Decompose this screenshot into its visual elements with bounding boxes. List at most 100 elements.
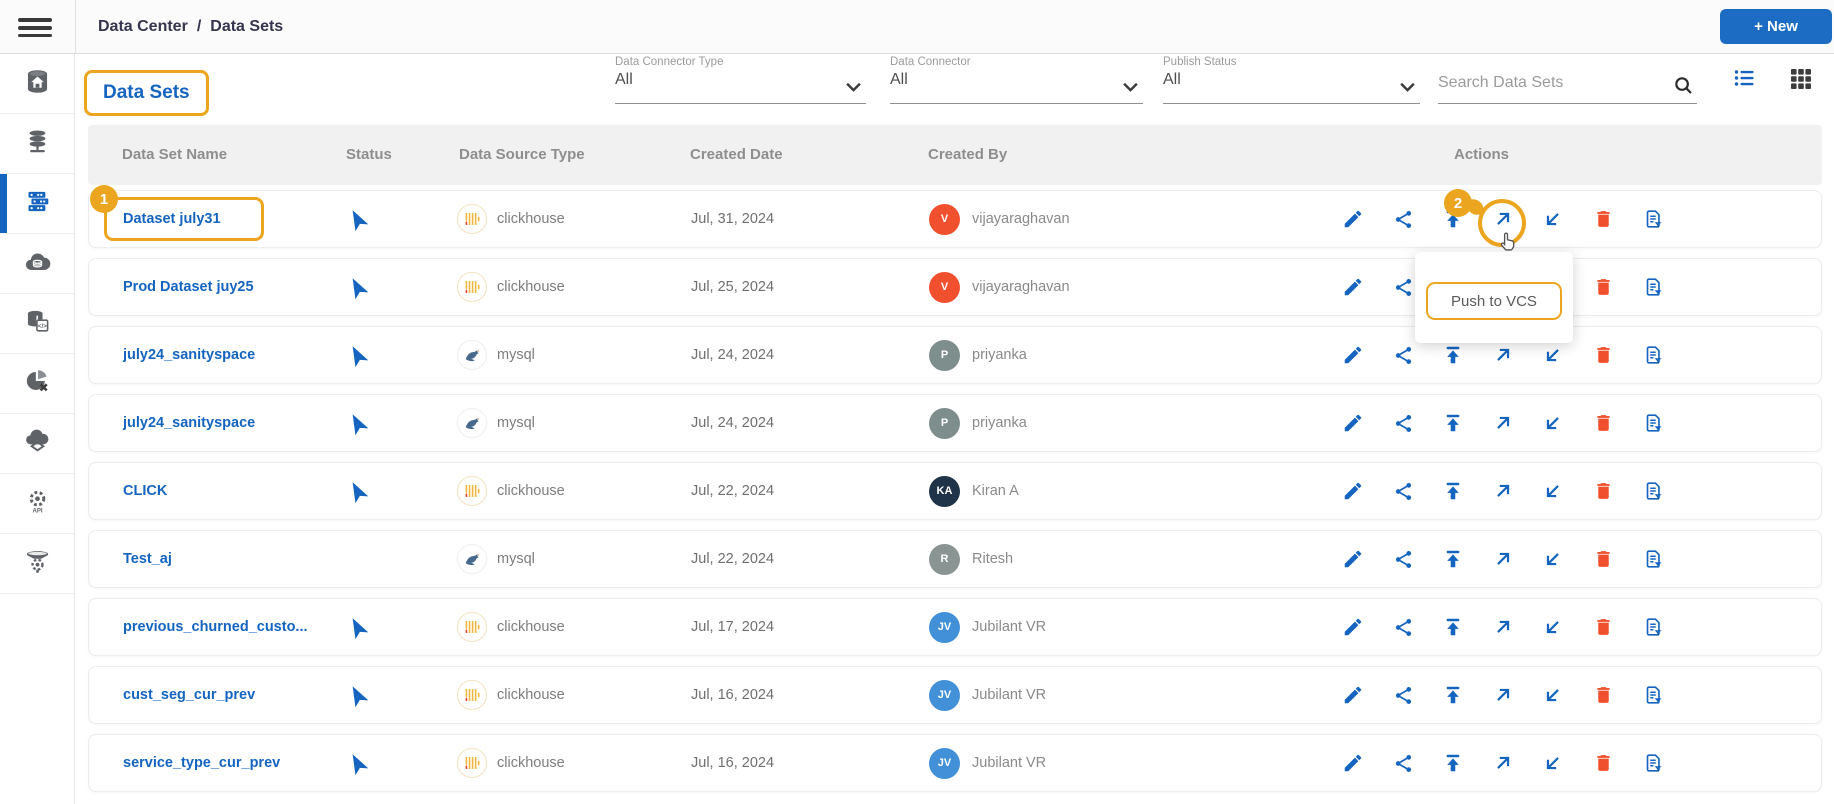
avatar: JV	[929, 747, 960, 779]
dataset-name-link[interactable]: Prod Dataset juy25	[123, 279, 254, 295]
share-icon[interactable]	[1391, 411, 1415, 435]
share-icon[interactable]	[1391, 275, 1415, 299]
sidebar-item-data-sync[interactable]	[0, 354, 74, 414]
copy-filter-icon[interactable]	[1641, 207, 1665, 231]
grid-view-icon[interactable]	[1788, 66, 1814, 95]
publish-icon[interactable]	[1441, 683, 1465, 707]
push-to-vcs-icon[interactable]	[1491, 547, 1515, 571]
pull-from-vcs-icon[interactable]	[1541, 207, 1565, 231]
share-icon[interactable]	[1391, 615, 1415, 639]
list-view-icon[interactable]	[1730, 66, 1758, 95]
pull-from-vcs-icon[interactable]	[1541, 547, 1565, 571]
share-icon[interactable]	[1391, 479, 1415, 503]
dataset-name-link[interactable]: previous_churned_custo...	[123, 619, 308, 635]
search-icon[interactable]	[1672, 74, 1695, 102]
push-to-vcs-icon[interactable]	[1491, 479, 1515, 503]
edit-icon[interactable]	[1341, 479, 1365, 503]
chevron-down-icon[interactable]	[1399, 80, 1416, 98]
delete-icon[interactable]	[1591, 547, 1615, 571]
delete-icon[interactable]	[1591, 275, 1615, 299]
dataset-name-link[interactable]: Test_aj	[123, 551, 172, 567]
push-to-vcs-icon[interactable]	[1491, 751, 1515, 775]
delete-icon[interactable]	[1591, 411, 1615, 435]
dataset-name-link[interactable]: july24_sanityspace	[123, 347, 256, 363]
copy-filter-icon[interactable]	[1641, 411, 1665, 435]
sidebar-item-data-pipeline[interactable]	[0, 534, 74, 594]
created-by-name: priyanka	[972, 347, 1027, 363]
edit-icon[interactable]	[1341, 207, 1365, 231]
pull-from-vcs-icon[interactable]	[1541, 615, 1565, 639]
push-to-vcs-icon[interactable]	[1491, 343, 1515, 367]
publish-icon[interactable]	[1441, 751, 1465, 775]
delete-icon[interactable]	[1591, 751, 1615, 775]
breadcrumb: Data Center / Data Sets	[98, 0, 283, 54]
publish-icon[interactable]	[1441, 479, 1465, 503]
publish-icon[interactable]	[1441, 547, 1465, 571]
copy-filter-icon[interactable]	[1641, 547, 1665, 571]
edit-icon[interactable]	[1341, 343, 1365, 367]
share-icon[interactable]	[1391, 343, 1415, 367]
dataset-name-link[interactable]: july24_sanityspace	[123, 415, 256, 431]
edit-icon[interactable]	[1341, 411, 1365, 435]
breadcrumb-data-sets[interactable]: Data Sets	[210, 18, 284, 35]
dataset-name-link[interactable]: cust_seg_cur_prev	[123, 687, 256, 703]
dataset-name-link[interactable]: service_type_cur_prev	[123, 755, 281, 771]
push-to-vcs-icon[interactable]	[1491, 615, 1515, 639]
data-source-type-label: mysql	[497, 551, 535, 567]
table-row: CLICK clickhouse Jul, 22, 2024 KA Kiran A	[88, 462, 1822, 520]
share-icon[interactable]	[1391, 547, 1415, 571]
filter-data-connector-type[interactable]: Data Connector Type All	[615, 56, 866, 104]
share-icon[interactable]	[1391, 683, 1415, 707]
delete-icon[interactable]	[1591, 343, 1615, 367]
publish-icon[interactable]	[1441, 343, 1465, 367]
sidebar-item-data-center-home[interactable]	[0, 54, 74, 114]
delete-icon[interactable]	[1591, 207, 1615, 231]
copy-filter-icon[interactable]	[1641, 615, 1665, 639]
share-icon[interactable]	[1391, 751, 1415, 775]
push-to-vcs-icon[interactable]	[1491, 207, 1515, 231]
delete-icon[interactable]	[1591, 479, 1615, 503]
copy-filter-icon[interactable]	[1641, 751, 1665, 775]
chevron-down-icon[interactable]	[1122, 80, 1139, 98]
edit-icon[interactable]	[1341, 547, 1365, 571]
sidebar-item-cloud-data[interactable]	[0, 234, 74, 294]
delete-icon[interactable]	[1591, 683, 1615, 707]
search-input[interactable]	[1438, 74, 1638, 92]
edit-icon[interactable]	[1341, 751, 1365, 775]
created-by-name: Kiran A	[972, 483, 1019, 499]
dataset-name-link[interactable]: Dataset july31	[123, 211, 221, 227]
new-button[interactable]: + New	[1720, 9, 1832, 44]
publish-icon[interactable]	[1441, 615, 1465, 639]
published-status-icon	[345, 667, 370, 723]
hamburger-menu-icon[interactable]	[18, 14, 52, 40]
edit-icon[interactable]	[1341, 275, 1365, 299]
pull-from-vcs-icon[interactable]	[1541, 479, 1565, 503]
copy-filter-icon[interactable]	[1641, 479, 1665, 503]
share-icon[interactable]	[1391, 207, 1415, 231]
filter-label: Data Connector Type	[615, 56, 724, 68]
breadcrumb-data-center[interactable]: Data Center	[98, 18, 188, 35]
pull-from-vcs-icon[interactable]	[1541, 343, 1565, 367]
pull-from-vcs-icon[interactable]	[1541, 683, 1565, 707]
dataset-name-link[interactable]: CLICK	[123, 483, 168, 499]
pull-from-vcs-icon[interactable]	[1541, 751, 1565, 775]
delete-icon[interactable]	[1591, 615, 1615, 639]
sidebar-item-data-lake[interactable]	[0, 414, 74, 474]
copy-filter-icon[interactable]	[1641, 683, 1665, 707]
edit-icon[interactable]	[1341, 615, 1365, 639]
edit-icon[interactable]	[1341, 683, 1365, 707]
table-header: Data Set Name Status Data Source Type Cr…	[88, 125, 1822, 185]
push-to-vcs-icon[interactable]	[1491, 683, 1515, 707]
chevron-down-icon[interactable]	[845, 80, 862, 98]
sidebar-item-data-store-code[interactable]: </>	[0, 294, 74, 354]
sidebar-item-data-connectors[interactable]	[0, 114, 74, 174]
filter-publish-status[interactable]: Publish Status All	[1163, 56, 1420, 104]
sidebar-item-data-sets[interactable]	[0, 174, 74, 234]
copy-filter-icon[interactable]	[1641, 275, 1665, 299]
sidebar-item-api-services[interactable]: API	[0, 474, 74, 534]
publish-icon[interactable]	[1441, 411, 1465, 435]
copy-filter-icon[interactable]	[1641, 343, 1665, 367]
pull-from-vcs-icon[interactable]	[1541, 411, 1565, 435]
push-to-vcs-icon[interactable]	[1491, 411, 1515, 435]
filter-data-connector[interactable]: Data Connector All	[890, 56, 1143, 104]
